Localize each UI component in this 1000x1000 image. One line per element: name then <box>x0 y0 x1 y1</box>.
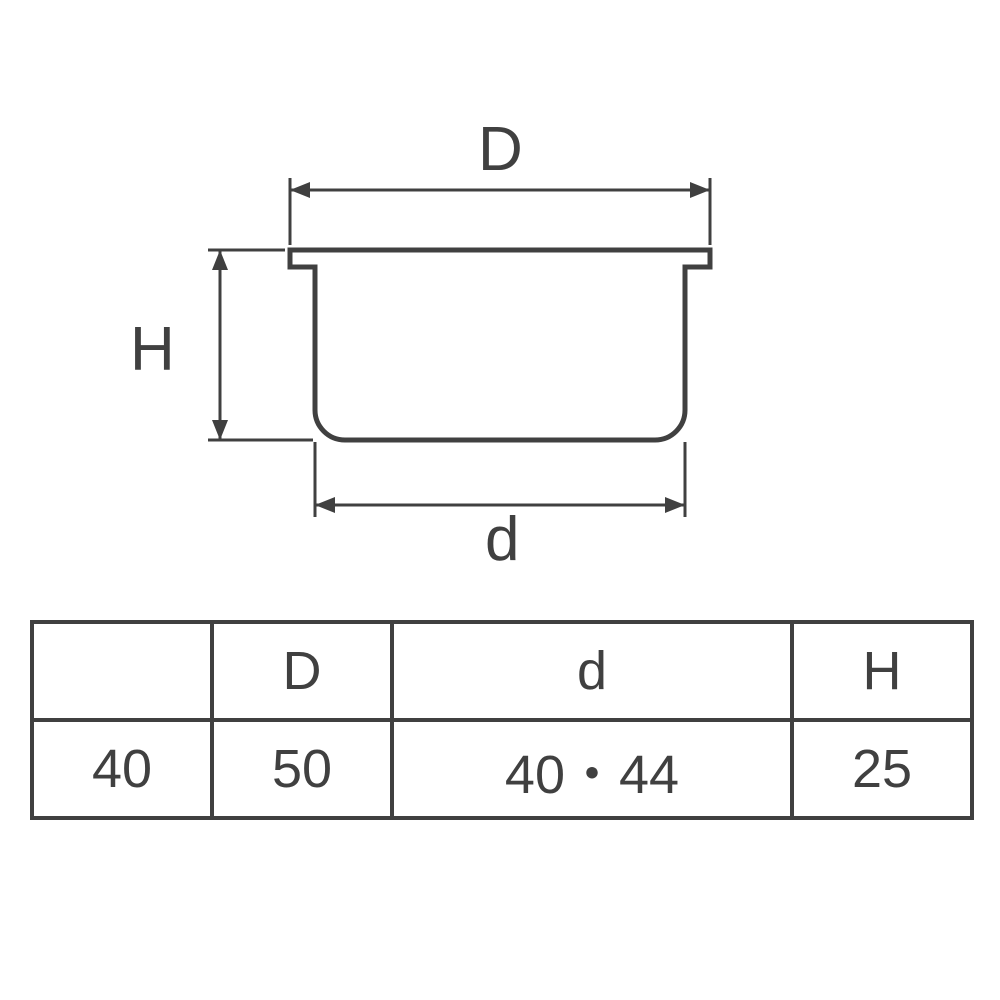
dimension-D: D <box>290 115 710 245</box>
header-D: D <box>212 622 392 720</box>
label-D: D <box>478 115 523 184</box>
header-d-lower: d <box>392 622 792 720</box>
dimension-H: H <box>130 250 313 440</box>
table-header-row: D d H <box>32 622 972 720</box>
technical-diagram: D d H <box>0 70 1000 570</box>
cell-size: 40 <box>32 720 212 818</box>
part-shape <box>290 250 710 440</box>
dimension-d-lower: d <box>315 442 685 570</box>
diagram-svg: D d H <box>0 70 1000 570</box>
cell-D: 50 <box>212 720 392 818</box>
header-H: H <box>792 622 972 720</box>
label-d-lower: d <box>485 505 519 570</box>
dimensions-table: D d H 40 50 40・44 25 <box>30 620 970 820</box>
cell-H: 25 <box>792 720 972 818</box>
label-H: H <box>130 315 175 384</box>
cell-d: 40・44 <box>392 720 792 818</box>
table: D d H 40 50 40・44 25 <box>30 620 974 820</box>
table-row: 40 50 40・44 25 <box>32 720 972 818</box>
header-size <box>32 622 212 720</box>
